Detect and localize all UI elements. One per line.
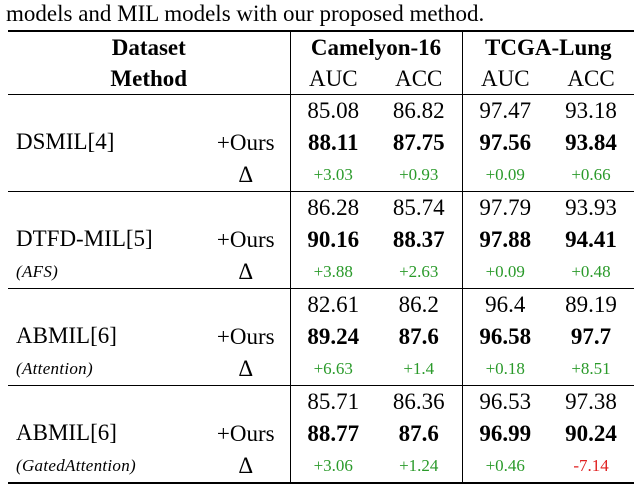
- delta-symbol: Δ: [238, 162, 254, 187]
- camelyon-acc-header: ACC: [395, 65, 443, 91]
- ours-value: 90.24: [565, 421, 617, 446]
- ours-value: 94.41: [565, 227, 617, 252]
- delta-value-positive: +0.09: [461, 159, 549, 192]
- ours-value: 89.24: [289, 321, 376, 353]
- ours-value: 96.58: [461, 321, 549, 353]
- group-ours-row: +Ours 89.24 87.6 96.58 97.7: [8, 321, 634, 353]
- method-name: DTFD-MIL[5]: [8, 191, 202, 256]
- camelyon-header: Camelyon-16: [289, 30, 463, 63]
- tcga-header: TCGA-Lung: [461, 30, 635, 63]
- base-value: 97.47: [461, 94, 549, 127]
- method-subtitle: (AFS): [16, 262, 59, 281]
- delta-value-positive: +1.24: [376, 450, 463, 484]
- delta-symbol: Δ: [238, 356, 254, 381]
- base-value: 93.93: [548, 191, 635, 224]
- group-delta-row: (AFS) Δ +3.88 +2.63 +0.09 +0.48: [8, 256, 634, 289]
- base-value: 96.4: [461, 288, 549, 321]
- delta-value-positive: +0.93: [399, 165, 439, 184]
- ours-label: +Ours: [216, 324, 275, 349]
- results-table: Dataset Camelyon-16 TCGA-Lung Method AUC…: [8, 30, 635, 484]
- group-base-row: ABMIL[6] 85.71 86.36 96.53 97.38: [8, 385, 635, 450]
- base-value: 86.2: [376, 288, 463, 321]
- base-value: 86.36: [376, 385, 463, 418]
- delta-value-positive: +0.18: [461, 353, 549, 386]
- ours-value: 97.7: [570, 324, 612, 349]
- header-row-method: Method AUC ACC AUC ACC: [8, 63, 634, 95]
- delta-value-positive: +0.66: [571, 165, 611, 184]
- header-row-dataset: Dataset Camelyon-16 TCGA-Lung: [8, 30, 635, 63]
- base-value: 86.28: [289, 191, 376, 224]
- ours-value: 97.56: [461, 127, 549, 159]
- ours-value: 87.75: [392, 130, 445, 155]
- delta-value-positive: +6.63: [289, 353, 376, 386]
- delta-value-positive: +0.46: [461, 450, 549, 484]
- dataset-header: Dataset: [8, 30, 290, 63]
- ours-value: 87.6: [398, 421, 439, 446]
- group-base-row: DTFD-MIL[5] 86.28 85.74 97.79 93.93: [8, 191, 635, 256]
- delta-value-negative: -7.14: [548, 450, 635, 484]
- ours-label: +Ours: [216, 130, 275, 155]
- delta-value-positive: +8.51: [571, 359, 611, 378]
- delta-value-positive: +0.09: [461, 256, 549, 289]
- method-subtitle: (GatedAttention): [8, 450, 202, 484]
- camelyon-auc-header: AUC: [289, 63, 376, 95]
- base-value: 97.38: [548, 385, 635, 418]
- delta-value-positive: +3.88: [289, 256, 376, 289]
- base-value: 85.74: [376, 191, 463, 224]
- method-name: DSMIL[4]: [8, 94, 202, 159]
- ours-value: 88.77: [289, 418, 376, 450]
- base-value: 85.71: [289, 385, 376, 418]
- method-subtitle: [8, 159, 202, 192]
- ours-value: 88.11: [289, 127, 376, 159]
- base-value: 89.19: [548, 288, 635, 321]
- group-ours-row: +Ours 88.77 87.6 96.99 90.24: [8, 418, 634, 450]
- method-name: ABMIL[6]: [8, 288, 202, 353]
- delta-symbol: Δ: [238, 259, 254, 284]
- method-name: ABMIL[6]: [8, 385, 202, 450]
- ours-value: 97.88: [461, 224, 549, 256]
- group-delta-row: (Attention) Δ +6.63 +1.4 +0.18 +8.51: [8, 353, 634, 386]
- blank-cell: [202, 191, 290, 224]
- delta-value-positive: +0.48: [571, 262, 611, 281]
- delta-value-positive: +2.63: [399, 262, 439, 281]
- group-base-row: ABMIL[6] 82.61 86.2 96.4 89.19: [8, 288, 635, 353]
- group-ours-row: +Ours 88.11 87.75 97.56 93.84: [8, 127, 634, 159]
- ours-value: 93.84: [565, 130, 617, 155]
- base-value: 93.18: [548, 94, 635, 127]
- delta-value-positive: +1.4: [403, 359, 435, 378]
- group-base-row: DSMIL[4] 85.08 86.82 97.47 93.18: [8, 94, 635, 159]
- base-value: 96.53: [461, 385, 549, 418]
- table-caption: models and MIL models with our proposed …: [6, 1, 485, 26]
- method-subtitle: (Attention): [16, 359, 93, 378]
- method-header: Method: [110, 65, 188, 91]
- ours-label: +Ours: [216, 421, 275, 446]
- delta-symbol: Δ: [202, 450, 290, 484]
- delta-value-positive: +3.03: [289, 159, 376, 192]
- ours-value: 96.99: [461, 418, 549, 450]
- base-value: 97.79: [461, 191, 549, 224]
- ours-value: 87.6: [398, 324, 439, 349]
- ours-value: 90.16: [289, 224, 376, 256]
- ours-label: +Ours: [216, 227, 275, 252]
- blank-cell: [202, 94, 290, 127]
- ours-value: 88.37: [392, 227, 445, 252]
- blank-cell: [202, 385, 290, 418]
- group-ours-row: +Ours 90.16 88.37 97.88 94.41: [8, 224, 634, 256]
- blank-cell: [202, 288, 290, 321]
- base-value: 82.61: [289, 288, 376, 321]
- tcga-auc-header: AUC: [461, 63, 549, 95]
- base-value: 85.08: [289, 94, 376, 127]
- group-delta-row: Δ +3.03 +0.93 +0.09 +0.66: [8, 159, 634, 192]
- tcga-acc-header: ACC: [567, 65, 615, 91]
- group-delta-row: (GatedAttention) Δ +3.06 +1.24 +0.46 -7.14: [8, 450, 635, 484]
- base-value: 86.82: [376, 94, 463, 127]
- delta-value-positive: +3.06: [289, 450, 376, 484]
